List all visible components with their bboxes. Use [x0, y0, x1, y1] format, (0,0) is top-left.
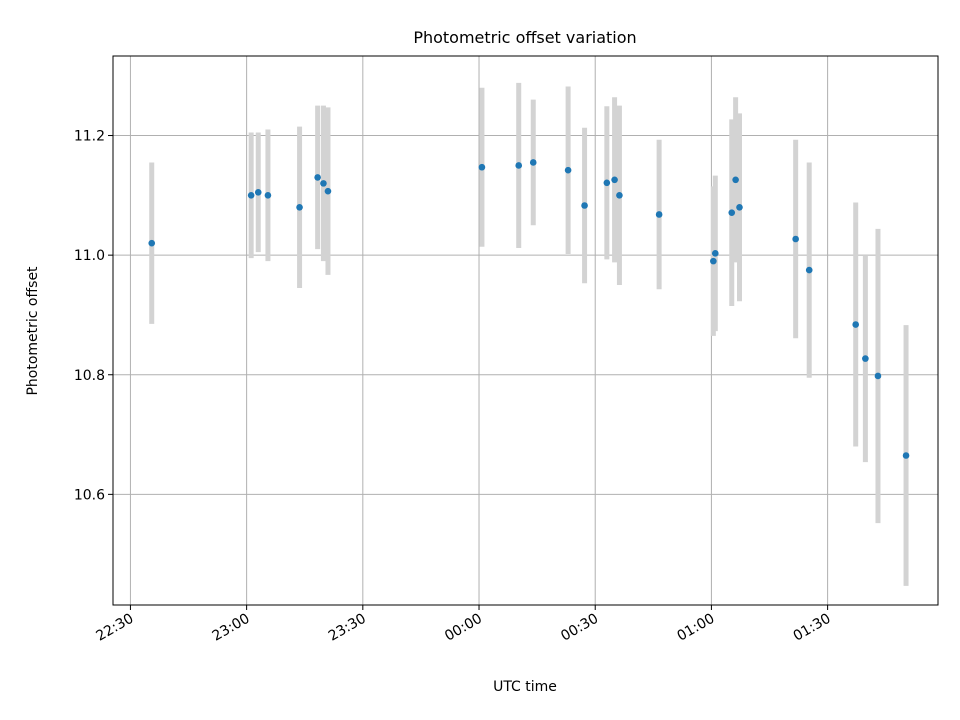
data-point	[515, 162, 523, 169]
grid	[113, 56, 938, 605]
data-point	[805, 266, 813, 274]
data-point	[736, 204, 743, 211]
data-point	[874, 372, 882, 380]
data-point	[324, 187, 332, 195]
y-tick-label: 10.6	[74, 487, 105, 503]
data-point	[862, 355, 869, 362]
data-point	[611, 176, 618, 184]
data-point	[320, 180, 327, 187]
data-point	[264, 192, 272, 199]
data-point	[254, 189, 262, 196]
plot-frame	[112, 55, 939, 606]
y-tick-label: 11.2	[74, 129, 105, 145]
data-point	[478, 163, 486, 171]
data-point	[314, 174, 321, 181]
y-axis-ticks: 10.6 10.8 11.0 11.2	[74, 129, 113, 503]
data-point	[148, 239, 156, 247]
data-point	[902, 452, 910, 459]
y-tick-label: 10.8	[74, 368, 105, 384]
data-point	[603, 179, 611, 187]
data-points	[148, 159, 910, 459]
y-tick-label: 11.0	[74, 248, 105, 264]
data-point	[564, 166, 572, 174]
chart-title: Photometric offset variation	[413, 28, 636, 47]
data-point	[792, 235, 799, 243]
data-point	[655, 211, 663, 218]
data-point	[247, 192, 255, 199]
data-point	[732, 176, 739, 184]
y-axis-label: Photometric offset	[25, 266, 41, 396]
data-point	[529, 159, 537, 166]
data-point	[852, 321, 859, 328]
data-point	[296, 204, 303, 211]
data-point	[616, 192, 623, 199]
data-point	[728, 209, 736, 216]
data-point	[711, 250, 719, 257]
x-axis-label: UTC time	[493, 679, 557, 695]
data-point	[710, 257, 717, 265]
data-point	[581, 202, 588, 209]
